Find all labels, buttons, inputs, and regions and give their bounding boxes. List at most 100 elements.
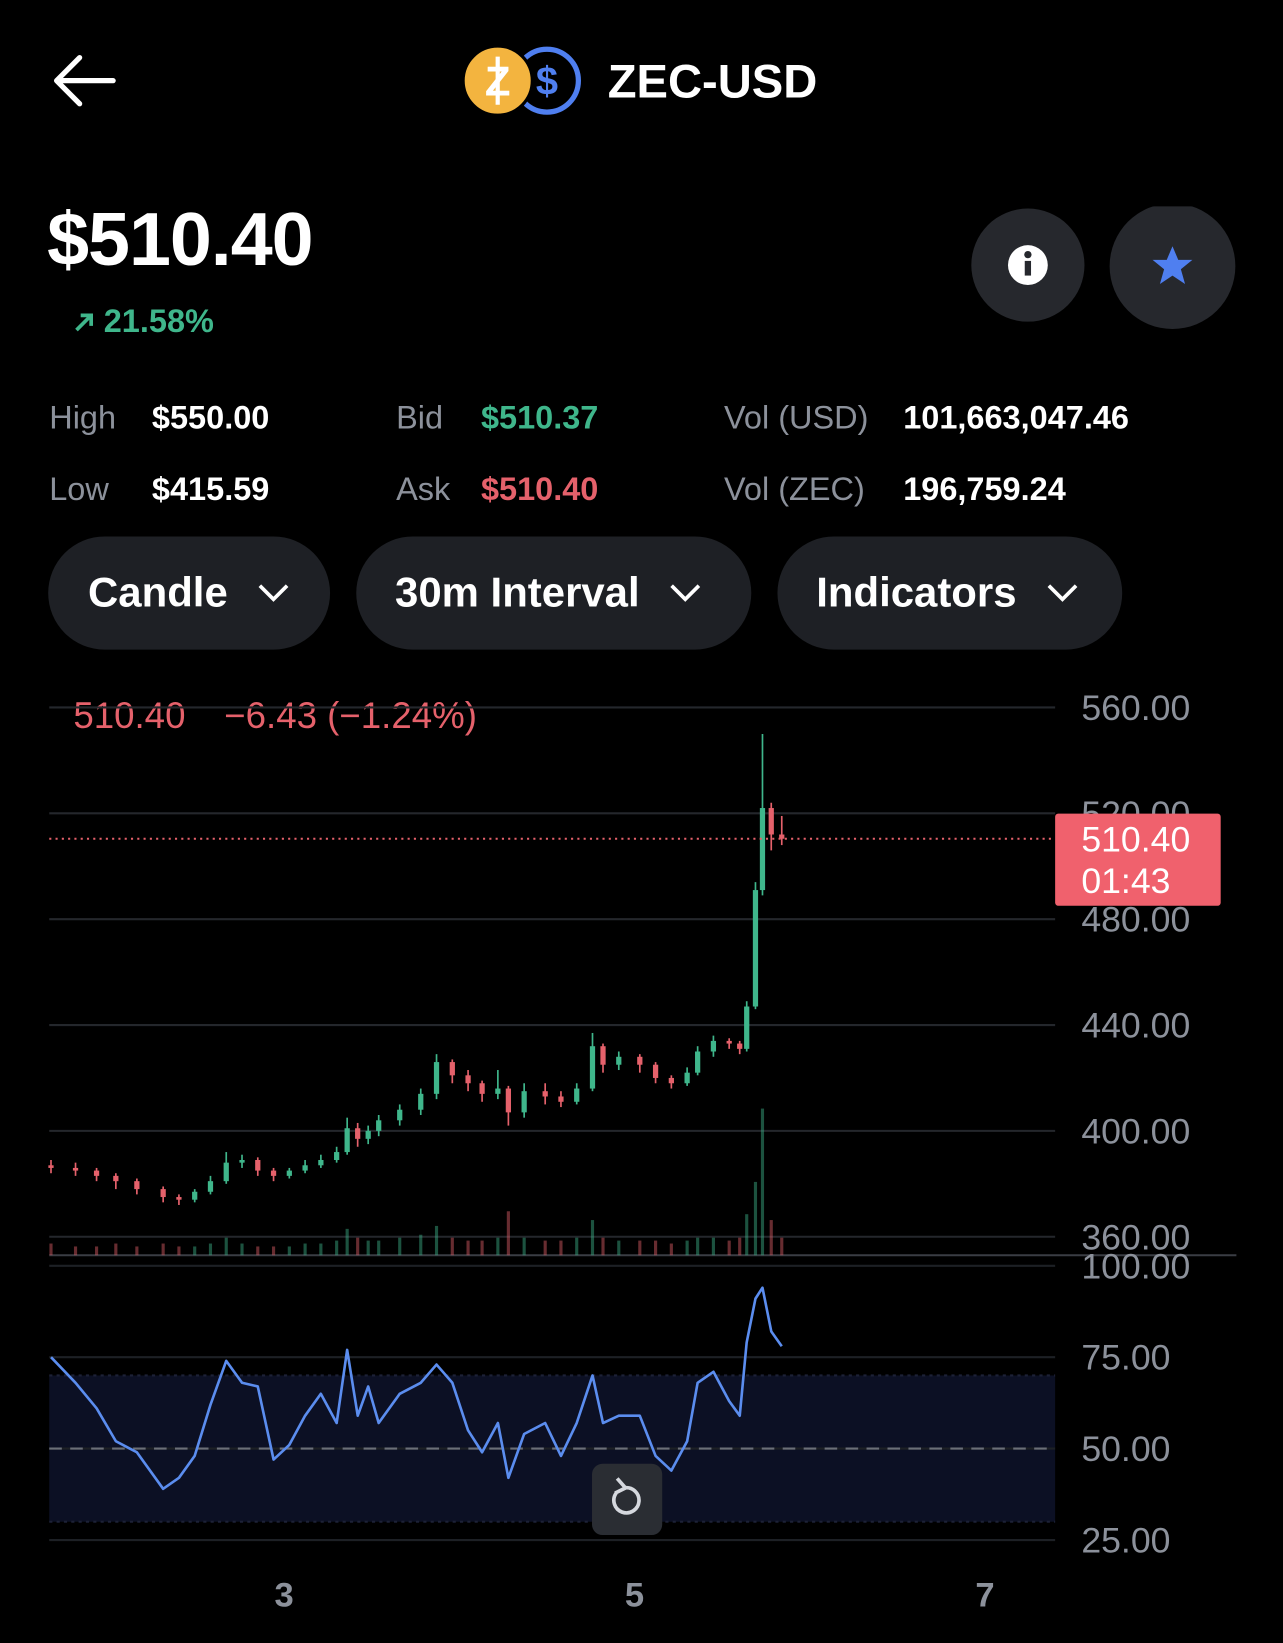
volume-bar (208, 1243, 213, 1256)
volume-bar (769, 1220, 773, 1256)
volume-bar (738, 1237, 742, 1256)
candle-body (223, 1162, 229, 1182)
volume-bar (271, 1246, 276, 1256)
stat-label: High (49, 399, 117, 436)
price: $510.40 (47, 198, 313, 282)
y-tick-label: 440.00 (1081, 1006, 1190, 1046)
candle-body (574, 1088, 580, 1102)
volume-bar (398, 1237, 402, 1256)
x-tick-label: 5 (625, 1576, 644, 1614)
stat-value: $550.00 (151, 399, 270, 436)
volume-bar (522, 1237, 526, 1256)
svg-text:$: $ (536, 59, 558, 103)
dropdown-label: Candle (88, 569, 228, 616)
x-tick-label: 7 (975, 1576, 994, 1614)
candle-body (239, 1159, 245, 1163)
price-tag-value: 510.40 (1081, 819, 1190, 859)
candle-body (589, 1046, 596, 1089)
volume-bar (601, 1237, 605, 1256)
volume-bar (466, 1240, 470, 1256)
volume-bar (506, 1211, 510, 1256)
stat-label: Vol (USD) (724, 399, 869, 436)
volume-bar (419, 1234, 423, 1256)
volume-bar (335, 1240, 339, 1256)
volume-bar (177, 1246, 181, 1256)
volume-bar (114, 1243, 118, 1256)
candle-body (286, 1170, 292, 1176)
dropdown-label: Indicators (816, 569, 1017, 616)
reset-icon (614, 1477, 629, 1495)
volume-bar (287, 1246, 291, 1256)
volume-bar (669, 1243, 673, 1256)
volume-bar (753, 1181, 758, 1256)
volume-bar (193, 1246, 197, 1256)
volume-bar (696, 1237, 700, 1256)
candle-body (176, 1197, 182, 1200)
volume-bar (224, 1237, 228, 1256)
y-tick-label: 400.00 (1081, 1111, 1190, 1151)
volume-bar (256, 1246, 260, 1256)
stat-value: $510.37 (480, 399, 599, 436)
candle-body (752, 890, 759, 1007)
volume-bar (161, 1243, 165, 1256)
candle-body (418, 1093, 424, 1110)
volume-bar (590, 1220, 595, 1256)
candle-body (355, 1128, 361, 1139)
candle-body (160, 1189, 166, 1198)
volume-bar (617, 1240, 621, 1256)
back-button[interactable] (50, 52, 117, 109)
volume-bar (575, 1237, 579, 1256)
candle-body (542, 1091, 548, 1097)
candle-body (637, 1056, 643, 1065)
stat-value: 196,759.24 (903, 470, 1066, 508)
reset-icon (612, 1485, 641, 1515)
candle-body (113, 1175, 119, 1182)
pair-title: ZEC-USD (607, 54, 818, 108)
interval-dropdown[interactable]: 30m Interval (356, 536, 752, 650)
info-icon (1024, 260, 1032, 276)
volume-bar (345, 1228, 349, 1256)
volume-bar (727, 1240, 731, 1256)
volume-bar (434, 1225, 439, 1256)
volume-bar (73, 1246, 78, 1256)
candle-body (600, 1046, 606, 1065)
star-icon (1152, 246, 1193, 284)
volume-bar (638, 1240, 642, 1256)
candle-body (48, 1165, 54, 1168)
reset-button[interactable] (592, 1463, 663, 1536)
candle-body (726, 1040, 732, 1044)
chart-type-dropdown[interactable]: Candle (48, 536, 331, 650)
price-tag-countdown: 01:43 (1081, 861, 1170, 901)
candle-body (768, 808, 774, 835)
price-tag (1055, 813, 1221, 906)
indicators-dropdown[interactable]: Indicators (777, 536, 1123, 650)
volume-bar (760, 1108, 765, 1256)
y-tick-label: 360.00 (1081, 1217, 1190, 1257)
candle-body (334, 1152, 340, 1160)
dropdown-label: 30m Interval (395, 569, 640, 616)
y-tick-label: 50.00 (1081, 1429, 1170, 1469)
candle-body (376, 1120, 382, 1131)
legend-change: −6.43 (−1.24%) (224, 695, 477, 736)
y-tick-label: 480.00 (1081, 900, 1190, 940)
stat-label: Bid (396, 399, 444, 436)
candle-body (479, 1083, 485, 1094)
stat-label: Ask (396, 470, 451, 508)
candle-body (192, 1191, 198, 1200)
volume-bar (685, 1240, 689, 1256)
candle-body (695, 1051, 701, 1073)
volume-bar (480, 1240, 484, 1256)
chevron (670, 584, 701, 602)
chart: 510.40 −6.43 (−1.24%) 560.00520.00480.00… (48, 688, 1237, 1614)
chevron (258, 584, 289, 602)
stat-label: Vol (ZEC) (724, 470, 865, 508)
candle-body (759, 808, 766, 891)
chevron (1047, 584, 1078, 602)
info-icon (1024, 250, 1032, 259)
volume-bar (240, 1243, 244, 1256)
rsi-line (50, 1286, 783, 1491)
candle-body (365, 1130, 371, 1139)
candle-body (72, 1167, 79, 1171)
candle-body (344, 1128, 350, 1153)
